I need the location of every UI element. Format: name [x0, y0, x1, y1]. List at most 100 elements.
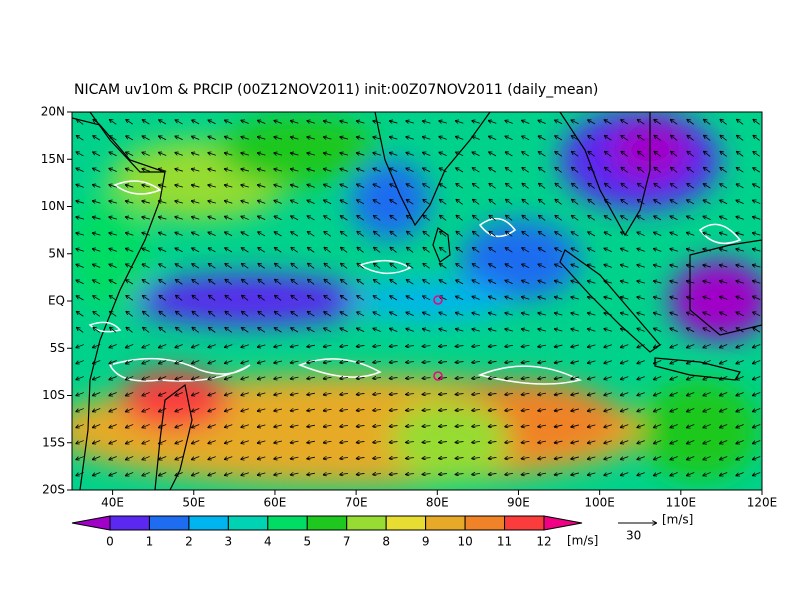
- wind-vector: [225, 328, 232, 333]
- wind-vector: [637, 297, 645, 299]
- wind-vector: [291, 185, 299, 188]
- wind-vector: [456, 346, 464, 347]
- wind-vector: [604, 297, 612, 299]
- wind-vector: [208, 456, 216, 460]
- wind-vector: [588, 281, 596, 283]
- wind-vector: [192, 185, 200, 187]
- wind-vector: [687, 120, 694, 125]
- wind-vector: [241, 345, 249, 347]
- wind-vector: [555, 393, 563, 395]
- wind-vector: [76, 392, 84, 396]
- wind-vector: [93, 201, 101, 203]
- wind-vector: [621, 424, 629, 428]
- wind-vector: [621, 152, 628, 157]
- wind-vector: [555, 216, 562, 221]
- wind-vector: [489, 425, 497, 426]
- wind-vector: [571, 329, 579, 331]
- wind-vector: [505, 425, 514, 426]
- wind-vector: [109, 201, 117, 203]
- wind-vector: [76, 360, 84, 364]
- wind-vector: [307, 393, 315, 395]
- wind-vector: [522, 329, 530, 331]
- wind-vector: [341, 232, 348, 237]
- wind-vector: [588, 393, 596, 395]
- wind-vector: [704, 184, 711, 189]
- wind-vector: [76, 233, 84, 235]
- wind-vector: [588, 441, 596, 443]
- wind-vector: [522, 441, 530, 442]
- wind-vector: [720, 472, 728, 475]
- wind-vector: [637, 440, 645, 444]
- wind-vector: [357, 441, 365, 442]
- wind-vector: [456, 280, 464, 285]
- wind-vector: [720, 440, 728, 443]
- wind-vector: [208, 472, 216, 476]
- wind-vector: [637, 344, 645, 348]
- wind-vector: [571, 441, 579, 443]
- wind-vector: [654, 136, 661, 141]
- wind-vector: [456, 248, 463, 253]
- wind-vector: [340, 393, 349, 394]
- wind-vector: [225, 153, 233, 155]
- lon-tick-label: 80E: [426, 496, 449, 510]
- wind-vector: [324, 377, 332, 378]
- wind-vector: [720, 392, 728, 395]
- wind-vector: [687, 456, 695, 459]
- wind-vector: [588, 457, 596, 459]
- wind-vectors: [76, 120, 761, 476]
- wind-vector: [604, 265, 612, 268]
- wind-vector: [126, 456, 134, 459]
- wind-vector: [638, 200, 645, 205]
- wind-vector: [423, 442, 431, 443]
- wind-vector: [572, 216, 579, 221]
- wind-vector: [736, 472, 744, 475]
- wind-vector: [571, 248, 579, 253]
- colorbar-label: 0: [106, 535, 114, 549]
- wind-vector: [159, 392, 167, 395]
- wind-vector: [258, 169, 266, 171]
- wind-vector: [687, 344, 695, 347]
- wind-vector: [489, 184, 496, 189]
- wind-vector: [159, 185, 167, 187]
- wind-vector: [571, 361, 579, 363]
- wind-vector: [208, 376, 216, 380]
- wind-vector: [126, 328, 133, 333]
- wind-vector: [604, 441, 612, 444]
- wind-vector: [687, 328, 695, 333]
- wind-vector: [76, 472, 84, 476]
- wind-vector: [456, 394, 464, 395]
- wind-vector: [720, 200, 728, 205]
- wind-vector: [208, 169, 216, 171]
- wind-vector: [572, 168, 579, 173]
- wind-vector: [588, 377, 596, 379]
- wind-vector: [390, 168, 398, 172]
- lat-tick-label: EQ: [48, 294, 65, 308]
- wind-vector: [159, 264, 167, 269]
- wind-vector: [77, 136, 84, 141]
- colorbar-label: 1: [146, 535, 154, 549]
- wind-vector: [258, 264, 265, 269]
- wind-vector: [753, 152, 760, 157]
- wind-vector: [192, 169, 200, 171]
- wind-vector: [373, 394, 382, 395]
- wind-vector: [175, 376, 183, 379]
- wind-vector: [472, 136, 480, 140]
- wind-vector: [175, 136, 183, 141]
- wind-vector: [456, 378, 464, 379]
- wind-vector: [588, 473, 596, 475]
- wind-vector: [373, 346, 382, 347]
- wind-vector: [704, 136, 711, 141]
- wind-vector: [225, 424, 233, 428]
- wind-vector: [340, 409, 349, 410]
- wind-vector: [654, 297, 662, 299]
- wind-vector: [605, 152, 612, 157]
- wind-vector: [489, 200, 496, 205]
- wind-vector: [472, 393, 481, 394]
- wind-vector: [258, 153, 266, 155]
- wind-vector: [93, 168, 101, 172]
- wind-vector: [505, 473, 514, 474]
- wind-vector: [720, 265, 728, 267]
- wind-vector: [126, 408, 134, 411]
- wind-vector: [720, 376, 728, 379]
- wind-vector: [654, 281, 662, 283]
